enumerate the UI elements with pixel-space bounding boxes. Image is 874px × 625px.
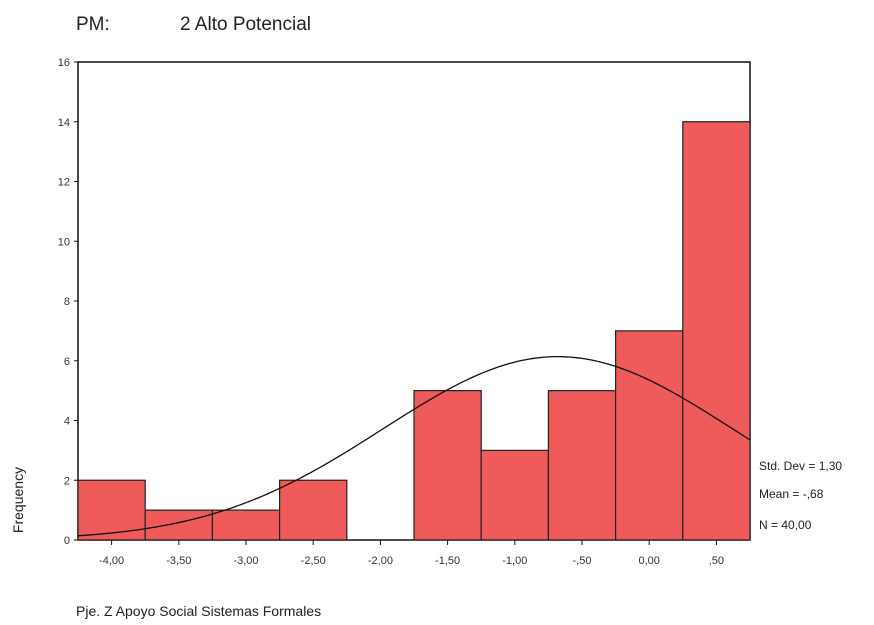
histogram-bar: [413, 390, 482, 541]
x-tick-label: -2,50: [301, 555, 326, 567]
histogram-bar: [144, 509, 213, 541]
x-tick-label: -3,50: [166, 555, 191, 567]
histogram-bar: [480, 449, 550, 541]
x-tick-label: -,50: [573, 555, 592, 567]
stat-std-dev: Std. Dev = 1,30: [759, 459, 842, 473]
x-tick-label: -2,00: [368, 555, 393, 567]
histogram-bar: [614, 330, 684, 541]
y-tick-label: 0: [64, 535, 70, 547]
x-tick-label: ,50: [709, 555, 724, 567]
pm-label: PM:: [76, 14, 110, 35]
normal-curve: [77, 355, 751, 537]
y-tick-label: 2: [64, 475, 70, 487]
histogram-bar: [682, 121, 751, 541]
x-tick-label: -1,00: [502, 555, 527, 567]
histogram-bar: [77, 479, 146, 541]
y-tick-label: 4: [64, 416, 70, 428]
stat-mean: Mean = -,68: [759, 487, 824, 501]
histogram-bar: [547, 390, 617, 541]
y-tick-label: 8: [64, 296, 70, 308]
y-tick-label: 14: [58, 117, 70, 129]
chart-header: PM: 2 Alto Potencial: [76, 14, 311, 36]
y-tick-label: 6: [64, 356, 70, 368]
group-label: 2 Alto Potencial: [180, 14, 311, 35]
x-variable-label: Pje. Z Apoyo Social Sistemas Formales: [76, 603, 322, 619]
x-axis-ticks: -4,00 -3,50 -3,00 -2,50 -2,00 -1,50 -1,00 -,50 0…: [99, 540, 724, 567]
x-tick-label: -3,00: [233, 555, 258, 567]
y-tick-label: 10: [58, 236, 70, 248]
x-tick-label: 0,00: [638, 555, 659, 567]
y-tick-label: 16: [58, 57, 70, 69]
bars-group: [77, 121, 751, 541]
y-axis-label: Frequency: [10, 467, 26, 533]
stat-n: N = 40,00: [759, 518, 812, 532]
y-tick-label: 12: [58, 177, 70, 189]
x-tick-label: -1,50: [435, 555, 460, 567]
y-axis-ticks: 0 2 4 6 8 10 12 14 16: [58, 57, 78, 547]
histogram-bar: [211, 509, 281, 541]
histogram-bar: [279, 479, 348, 541]
x-tick-label: -4,00: [99, 555, 124, 567]
